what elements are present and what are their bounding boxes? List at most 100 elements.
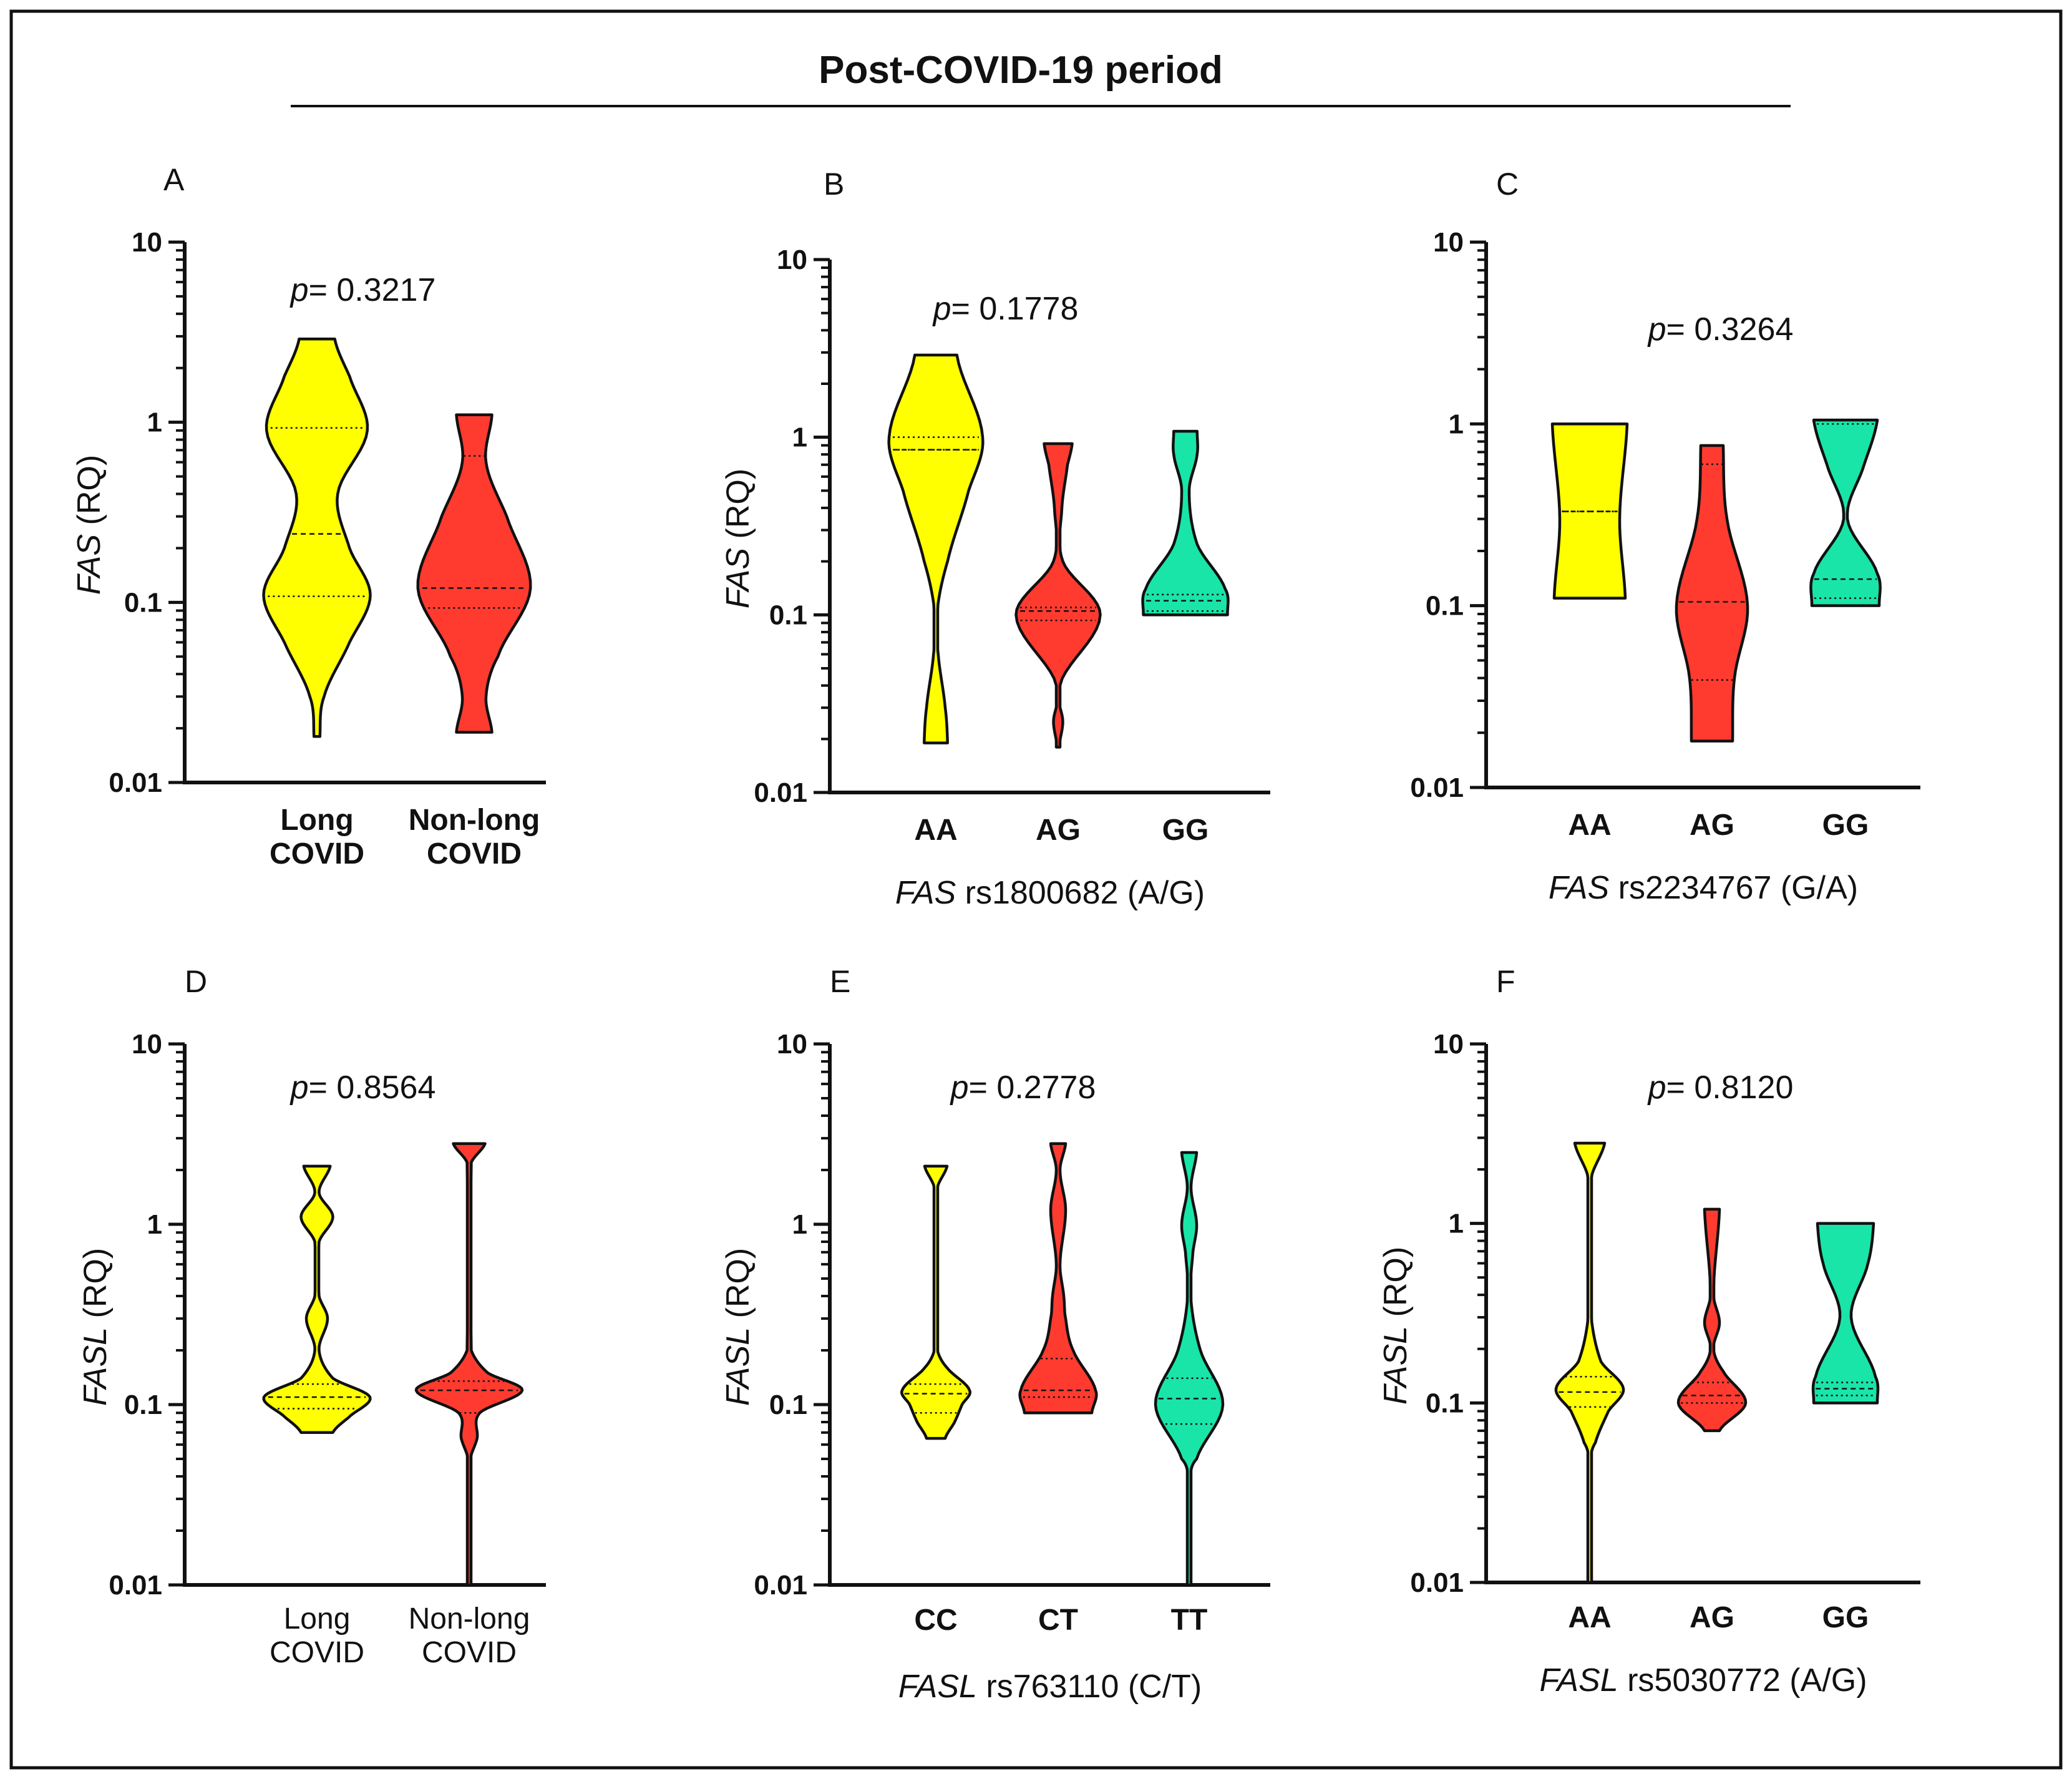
y-tick-label: 1 [1449, 1209, 1464, 1239]
y-tick-label: 0.01 [754, 777, 807, 808]
figure-border [9, 9, 2063, 1770]
panel-b: B 0.01 0.1 1 10 FAS (RQ) p= 0.1778 AA AG GG FAS rs… [720, 167, 1270, 911]
y-axis-label-unit: (RQ) [720, 469, 756, 548]
p-value-number: = 0.8120 [1666, 1070, 1794, 1106]
y-tick-label: 0.1 [1426, 591, 1464, 621]
category-label: Long [280, 804, 353, 837]
y-tick-label: 0.1 [124, 587, 162, 618]
y-tick-label: 10 [777, 1029, 807, 1060]
category-label: Long [284, 1602, 351, 1635]
y-tick-label: 10 [1433, 227, 1464, 258]
p-value-prefix: p [1647, 1070, 1666, 1106]
panel-letter: D [185, 964, 207, 999]
y-tick-label: 1 [792, 422, 807, 453]
x-axis-label-gene: FAS [895, 875, 956, 911]
p-value-number: = 0.3264 [1666, 311, 1794, 348]
y-tick-label: 0.01 [109, 768, 162, 798]
y-tick-label: 0.01 [1410, 1567, 1464, 1598]
category-label: Non-long [409, 804, 540, 837]
y-axis-label-unit: (RQ) [77, 1248, 114, 1327]
category-label: AA [914, 814, 957, 847]
y-tick-label: 10 [1433, 1029, 1464, 1060]
category-label: AG [1036, 814, 1081, 847]
y-axis-label: FAS (RQ) [720, 469, 756, 608]
category-label: COVID [270, 837, 364, 870]
category-label: GG [1822, 1601, 1869, 1634]
p-value-label: p= 0.2778 [950, 1070, 1096, 1106]
y-tick-label: 0.1 [124, 1390, 162, 1420]
violin-ct [1018, 1142, 1098, 1415]
p-value-label: p= 0.3264 [1647, 311, 1794, 348]
y-tick-label: 0.01 [109, 1570, 162, 1601]
p-value-label: p= 0.8564 [289, 1070, 436, 1106]
p-value-number: = 0.2778 [969, 1070, 1096, 1106]
x-axis-label-rest: rs5030772 (A/G) [1618, 1662, 1867, 1699]
y-tick-label: 0.01 [1410, 773, 1464, 803]
violin-long-covid [262, 337, 372, 738]
x-axis-label-rest: rs763110 (C/T) [977, 1669, 1202, 1705]
x-axis-label-gene: FASL [898, 1669, 977, 1705]
category-label: Non-long [409, 1602, 530, 1635]
panel-letter: A [163, 162, 185, 197]
y-tick-label: 1 [147, 1209, 162, 1240]
y-axis-label-unit: (RQ) [1378, 1247, 1414, 1326]
violin-long-covid [262, 1164, 372, 1435]
violin-ag [1676, 1207, 1748, 1433]
violin-ag [1675, 444, 1749, 743]
y-tick-label: 0.1 [769, 1390, 807, 1420]
panel-c: C 0.01 0.1 1 10 p= 0.3264 AA AG GG FAS rs2234767 … [1410, 167, 1920, 906]
y-axis-label-gene: FASL [1378, 1326, 1414, 1405]
y-tick-label: 1 [1449, 409, 1464, 439]
y-axis-label: FASL (RQ) [77, 1248, 114, 1406]
x-axis-label-gene: FASL [1539, 1662, 1618, 1699]
violin-gg [1811, 1222, 1880, 1405]
y-tick-label: 10 [777, 245, 807, 275]
y-axis-label-gene: FAS [720, 548, 756, 609]
x-axis-label: FASL rs763110 (C/T) [898, 1669, 1202, 1705]
y-tick-label: 1 [147, 407, 162, 438]
p-value-prefix: p [289, 272, 309, 308]
violin-gg [1809, 418, 1882, 607]
y-axis-label-unit: (RQ) [71, 455, 107, 534]
p-value-number: = 0.1778 [951, 291, 1079, 327]
panel-letter: F [1496, 964, 1515, 999]
p-value-label: p= 0.8120 [1647, 1070, 1794, 1106]
category-label: COVID [427, 837, 522, 870]
violin-aa [887, 353, 985, 744]
p-value-prefix: p [950, 1070, 969, 1106]
violin-ag [1014, 442, 1102, 749]
p-value-prefix: p [1647, 311, 1666, 348]
category-label: AG [1690, 809, 1734, 842]
category-label: GG [1162, 814, 1209, 847]
category-label: TT [1171, 1604, 1208, 1637]
x-axis-label: FAS rs2234767 (G/A) [1549, 870, 1858, 906]
y-axis-label: FASL (RQ) [1378, 1247, 1414, 1405]
p-value-number: = 0.3217 [309, 272, 436, 308]
violin-aa [1554, 1141, 1625, 1584]
x-axis-label: FAS rs1800682 (A/G) [895, 875, 1205, 911]
category-label: COVID [270, 1636, 364, 1669]
y-axis-label-gene: FASL [77, 1327, 114, 1406]
panel-letter: C [1496, 167, 1519, 202]
y-tick-label: 10 [132, 1029, 162, 1060]
category-label: CC [914, 1604, 957, 1637]
category-label: AG [1690, 1601, 1734, 1634]
category-label: CT [1038, 1604, 1078, 1637]
y-axis-label-unit: (RQ) [720, 1248, 756, 1327]
violin-cc [900, 1164, 971, 1440]
category-label: GG [1822, 809, 1869, 842]
violin-non-long-covid [414, 1142, 524, 1587]
category-label: COVID [422, 1636, 517, 1669]
y-axis-label-gene: FAS [71, 534, 107, 595]
figure-title: Post-COVID-19 period [819, 49, 1223, 92]
x-axis-label: FASL rs5030772 (A/G) [1539, 1662, 1867, 1699]
panel-letter: E [830, 964, 850, 999]
panel-letter: B [824, 167, 844, 202]
y-axis-label-gene: FASL [720, 1327, 756, 1406]
y-tick-label: 1 [792, 1209, 807, 1240]
p-value-number: = 0.8564 [309, 1070, 436, 1106]
